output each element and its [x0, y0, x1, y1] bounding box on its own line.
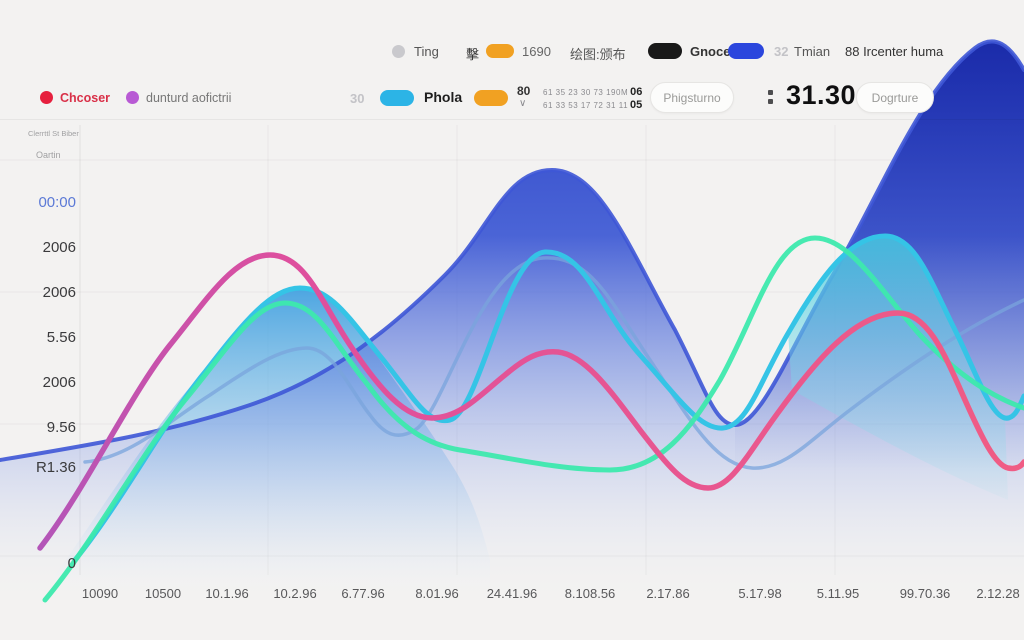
royal-wave-edge — [0, 39, 1024, 462]
legend-blue-pill[interactable] — [728, 43, 764, 59]
x-tick-10: 5.11.95 — [816, 586, 860, 601]
cyan-line — [72, 233, 1024, 563]
legend-1690-value: 1690 — [522, 44, 551, 59]
legend-black-pill[interactable] — [648, 43, 682, 59]
legend-ting-label[interactable]: Ting — [414, 44, 439, 59]
legend-inserter-label[interactable]: 88 Ircenter huma — [845, 44, 944, 59]
chooser-label[interactable]: Chcoser — [60, 91, 111, 105]
legend-tmian-label[interactable]: Tmian — [794, 44, 831, 59]
y-tick-4: 2006 — [42, 374, 76, 391]
x-tick-7: 8.108.56 — [564, 586, 616, 601]
x-tick-9: 5.17.98 — [738, 586, 782, 601]
orange-pill[interactable] — [474, 90, 508, 106]
num-30: 30 — [350, 91, 365, 106]
y-tick-7: 0 — [67, 555, 76, 572]
purple-item-label[interactable]: dunturd aofictrii — [146, 91, 232, 105]
y-tick-1: 2006 — [42, 239, 76, 256]
steel-blue-line — [83, 256, 1024, 470]
mint-line — [42, 235, 1024, 603]
tiny-line-2: 61 33 53 17 72 31 11 — [543, 101, 629, 110]
x-tick-5: 8.01.96 — [415, 586, 459, 601]
y-tick-2: 2006 — [42, 284, 76, 301]
y-tick-6: R1.36 — [35, 459, 76, 476]
kebab-menu-icon[interactable] — [768, 90, 773, 108]
tiny-digit-block: 61 35 23 30 73 190M 06 61 33 53 17 72 31 … — [543, 86, 643, 112]
y-tick-3: 5.56 — [46, 329, 76, 346]
right-action-button[interactable]: Dogrture — [856, 82, 934, 113]
x-tick-4: 6.77.96 — [341, 586, 385, 601]
pink-line — [37, 252, 1024, 551]
y-tick-5: 9.56 — [46, 419, 76, 436]
value-80: 80 — [517, 84, 531, 98]
x-tick-1: 10500 — [144, 586, 182, 601]
x-tick-0: 10090 — [81, 586, 119, 601]
tiny-line-2-value: 05 — [630, 99, 643, 111]
legend-glyph-prefix: 擊 — [466, 47, 480, 62]
phola-label[interactable]: Phola — [424, 89, 463, 105]
purple-dot[interactable] — [126, 91, 139, 104]
big-value: 31.30 — [786, 80, 857, 110]
chevron-down-icon[interactable]: ∨ — [519, 98, 527, 109]
plot-note-2: Oartin — [36, 150, 61, 160]
legend-32-num: 32 — [774, 44, 789, 59]
legend-cjk-label: 绘图:颁布 — [570, 47, 626, 62]
x-tick-8: 2.17.86 — [646, 586, 690, 601]
x-tick-11: 99.70.36 — [899, 586, 951, 601]
legend-gray-dot[interactable] — [392, 45, 405, 58]
teal-crest-area — [788, 236, 1008, 500]
x-tick-2: 10.1.96 — [205, 586, 249, 601]
red-dot[interactable] — [40, 91, 53, 104]
x-tick-6: 24.41.96 — [486, 586, 538, 601]
legend-orange-pill-top[interactable] — [486, 44, 514, 58]
left-action-button[interactable]: Phigsturno — [650, 82, 734, 113]
header-divider — [0, 119, 1024, 120]
cyan-pill[interactable] — [380, 90, 414, 106]
tiny-line-1: 61 35 23 30 73 190M — [543, 88, 629, 97]
y-tick-0: 00:00 — [38, 194, 76, 211]
plot-note-1: Clerrttl St Biber — [28, 129, 79, 138]
x-tick-3: 10.2.96 — [273, 586, 317, 601]
tiny-line-1-value: 06 — [630, 86, 643, 98]
x-tick-12: 2.12.28 — [976, 586, 1020, 601]
